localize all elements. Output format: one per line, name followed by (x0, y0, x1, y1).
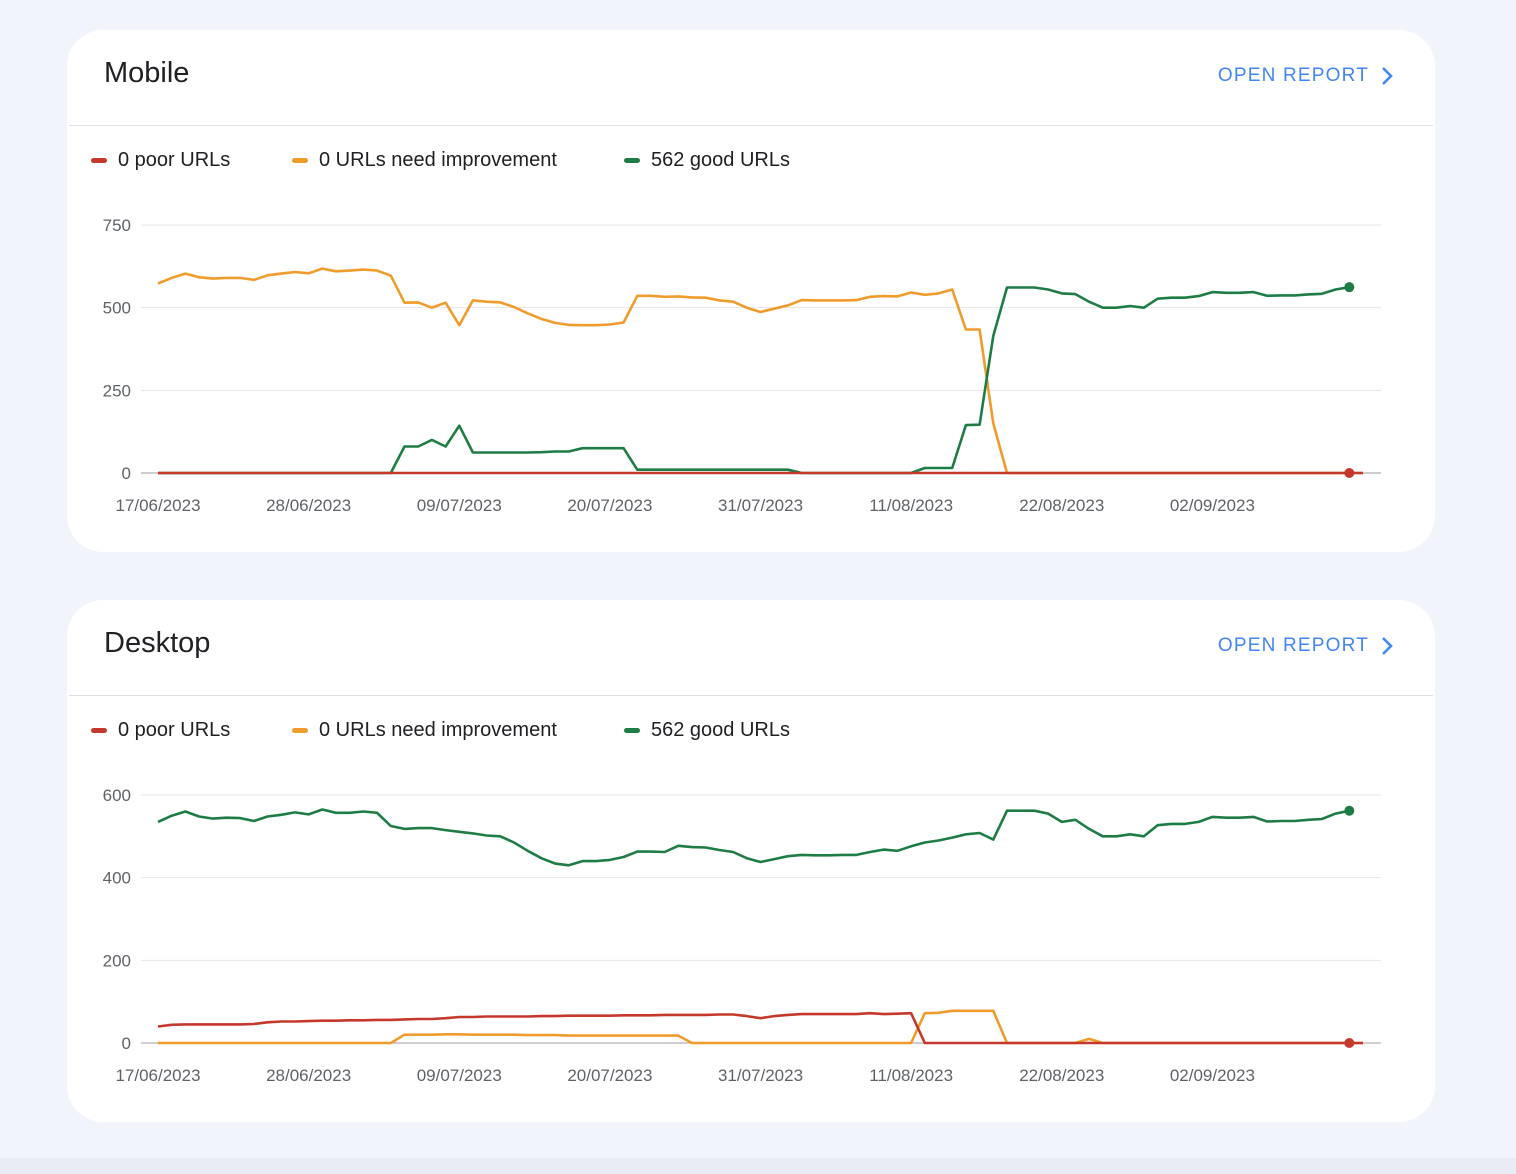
mobile-line-chart: 0 250 500 750 17/06/2023 28/06/2023 09/07/2023… (103, 216, 1381, 515)
series-line-good (158, 285, 1350, 475)
x-tick-label: 22/08/2023 (1019, 496, 1104, 515)
series-line-needs (157, 267, 1363, 475)
series-endpoint-poor (1344, 1038, 1355, 1048)
legend-item-good[interactable]: 562 good URLs (624, 149, 790, 172)
page-bottom-strip (0, 1158, 1516, 1174)
x-tick-label: 31/07/2023 (718, 1066, 803, 1085)
legend-label-needs: 0 URLs need improvement (319, 149, 557, 171)
x-tick-label: 09/07/2023 (417, 1066, 502, 1085)
x-tick-label: 20/07/2023 (567, 496, 652, 515)
chart-legend: 0 poor URLs 0 URLs need improvement 562 … (91, 149, 790, 172)
legend-swatch-poor (91, 728, 107, 733)
legend-item-poor[interactable]: 0 poor URLs (91, 149, 292, 172)
mobile-card: Mobile OPEN REPORT 0 poor URLs 0 URLs ne… (67, 30, 1435, 552)
chevron-right-icon (1382, 637, 1393, 655)
legend-item-poor[interactable]: 0 poor URLs (91, 719, 292, 742)
legend-label-poor: 0 poor URLs (118, 719, 231, 741)
x-tick-label: 09/07/2023 (417, 496, 502, 515)
desktop-line-chart: 0 200 400 600 17/06/2023 28/06/2023 09/07/2023… (103, 786, 1381, 1085)
y-tick-label: 600 (103, 786, 131, 805)
series-endpoint-good (1344, 282, 1355, 293)
legend-swatch-needs (292, 728, 308, 733)
x-tick-label: 22/08/2023 (1019, 1066, 1104, 1085)
chart-legend: 0 poor URLs 0 URLs need improvement 562 … (91, 719, 790, 742)
series-line-needs (158, 1009, 1363, 1045)
y-tick-label: 200 (103, 951, 131, 970)
legend-label-good: 562 good URLs (651, 719, 790, 741)
series-line-good (157, 808, 1350, 867)
desktop-card: Desktop OPEN REPORT 0 poor URLs 0 URLs n… (67, 600, 1435, 1122)
y-tick-label: 750 (103, 216, 131, 235)
legend-swatch-needs (292, 158, 308, 163)
card-divider (69, 125, 1433, 126)
card-title-desktop: Desktop (104, 627, 211, 659)
x-tick-label: 02/09/2023 (1170, 496, 1255, 515)
y-tick-label: 400 (103, 869, 131, 888)
legend-label-poor: 0 poor URLs (118, 149, 231, 171)
open-report-label: OPEN REPORT (1217, 65, 1369, 86)
x-tick-label: 31/07/2023 (718, 496, 803, 515)
legend-label-needs: 0 URLs need improvement (319, 719, 557, 741)
legend-label-good: 562 good URLs (651, 149, 790, 171)
y-tick-label: 500 (103, 299, 131, 318)
legend-swatch-good (624, 728, 640, 733)
y-tick-label: 0 (122, 1034, 131, 1053)
legend-swatch-good (624, 158, 640, 163)
open-report-button-desktop[interactable]: OPEN REPORT (1218, 635, 1395, 657)
open-report-label: OPEN REPORT (1217, 635, 1369, 656)
legend-item-good[interactable]: 562 good URLs (624, 719, 790, 742)
x-tick-label: 17/06/2023 (115, 496, 200, 515)
card-title-mobile: Mobile (104, 57, 190, 89)
legend-item-needs-improvement[interactable]: 0 URLs need improvement (292, 149, 624, 172)
x-tick-label: 28/06/2023 (266, 1066, 351, 1085)
x-tick-label: 11/08/2023 (869, 1066, 953, 1085)
x-tick-label: 02/09/2023 (1170, 1066, 1255, 1085)
open-report-button-mobile[interactable]: OPEN REPORT (1218, 65, 1395, 87)
chevron-right-icon (1382, 67, 1393, 85)
x-tick-label: 28/06/2023 (266, 496, 351, 515)
y-tick-label: 250 (103, 381, 131, 400)
x-tick-label: 11/08/2023 (869, 496, 953, 515)
x-tick-label: 20/07/2023 (567, 1066, 652, 1085)
series-endpoint-good (1344, 805, 1355, 816)
series-endpoint-poor (1344, 468, 1355, 478)
x-tick-label: 17/06/2023 (115, 1066, 200, 1085)
legend-item-needs-improvement[interactable]: 0 URLs need improvement (292, 719, 624, 742)
card-divider (69, 695, 1433, 696)
y-tick-label: 0 (122, 464, 131, 483)
legend-swatch-poor (91, 158, 107, 163)
series-line-poor (157, 1011, 1363, 1045)
